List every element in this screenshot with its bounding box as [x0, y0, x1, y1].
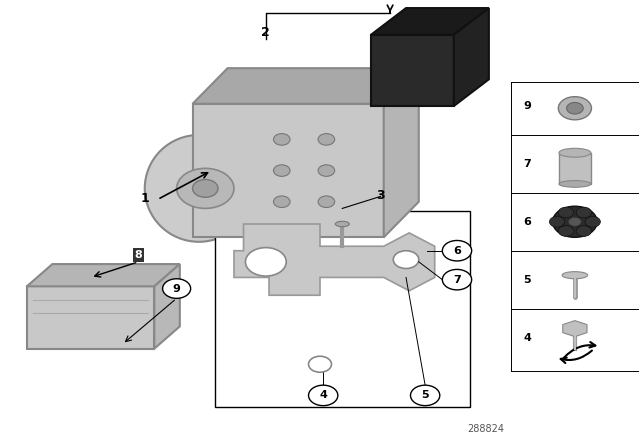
Polygon shape [193, 68, 419, 104]
Circle shape [273, 165, 290, 177]
Text: 8: 8 [134, 250, 142, 260]
Circle shape [552, 206, 597, 237]
Text: 2: 2 [262, 26, 270, 39]
Polygon shape [234, 224, 435, 295]
Text: 7: 7 [524, 159, 531, 169]
Ellipse shape [559, 181, 591, 187]
Text: 6: 6 [453, 246, 461, 256]
Ellipse shape [562, 271, 588, 279]
Text: 1: 1 [140, 192, 149, 205]
Ellipse shape [559, 148, 591, 157]
Circle shape [163, 279, 191, 298]
Circle shape [410, 385, 440, 405]
Text: 5: 5 [421, 390, 429, 401]
Bar [215, 211, 470, 406]
Circle shape [394, 251, 419, 268]
Polygon shape [563, 321, 587, 336]
Circle shape [246, 248, 286, 276]
Circle shape [308, 356, 332, 372]
Circle shape [558, 207, 573, 218]
Circle shape [273, 134, 290, 145]
Circle shape [193, 180, 218, 197]
Text: 3: 3 [376, 189, 385, 202]
Polygon shape [27, 264, 180, 286]
Polygon shape [371, 8, 489, 35]
FancyBboxPatch shape [371, 35, 454, 106]
FancyBboxPatch shape [27, 286, 154, 349]
Text: 7: 7 [453, 275, 461, 284]
Circle shape [273, 196, 290, 207]
Circle shape [576, 207, 591, 218]
Circle shape [318, 134, 335, 145]
Circle shape [177, 168, 234, 208]
Text: 4: 4 [319, 390, 327, 401]
Circle shape [549, 216, 564, 227]
Circle shape [566, 103, 583, 114]
Circle shape [585, 216, 600, 227]
Text: 4: 4 [523, 332, 531, 343]
Text: 9: 9 [173, 284, 180, 293]
Polygon shape [454, 8, 489, 106]
Circle shape [318, 196, 335, 207]
Text: 6: 6 [523, 217, 531, 227]
Text: 5: 5 [524, 275, 531, 284]
Polygon shape [154, 264, 180, 349]
Circle shape [576, 226, 591, 237]
Ellipse shape [335, 221, 349, 227]
FancyBboxPatch shape [559, 153, 591, 184]
Ellipse shape [145, 135, 253, 242]
Polygon shape [384, 68, 419, 237]
Circle shape [442, 269, 472, 290]
Circle shape [558, 226, 573, 237]
Circle shape [568, 217, 581, 226]
Circle shape [558, 97, 591, 120]
Circle shape [308, 385, 338, 405]
Circle shape [442, 241, 472, 261]
Text: 288824: 288824 [467, 424, 504, 434]
Text: 9: 9 [523, 101, 531, 111]
FancyBboxPatch shape [193, 104, 384, 237]
Circle shape [318, 165, 335, 177]
